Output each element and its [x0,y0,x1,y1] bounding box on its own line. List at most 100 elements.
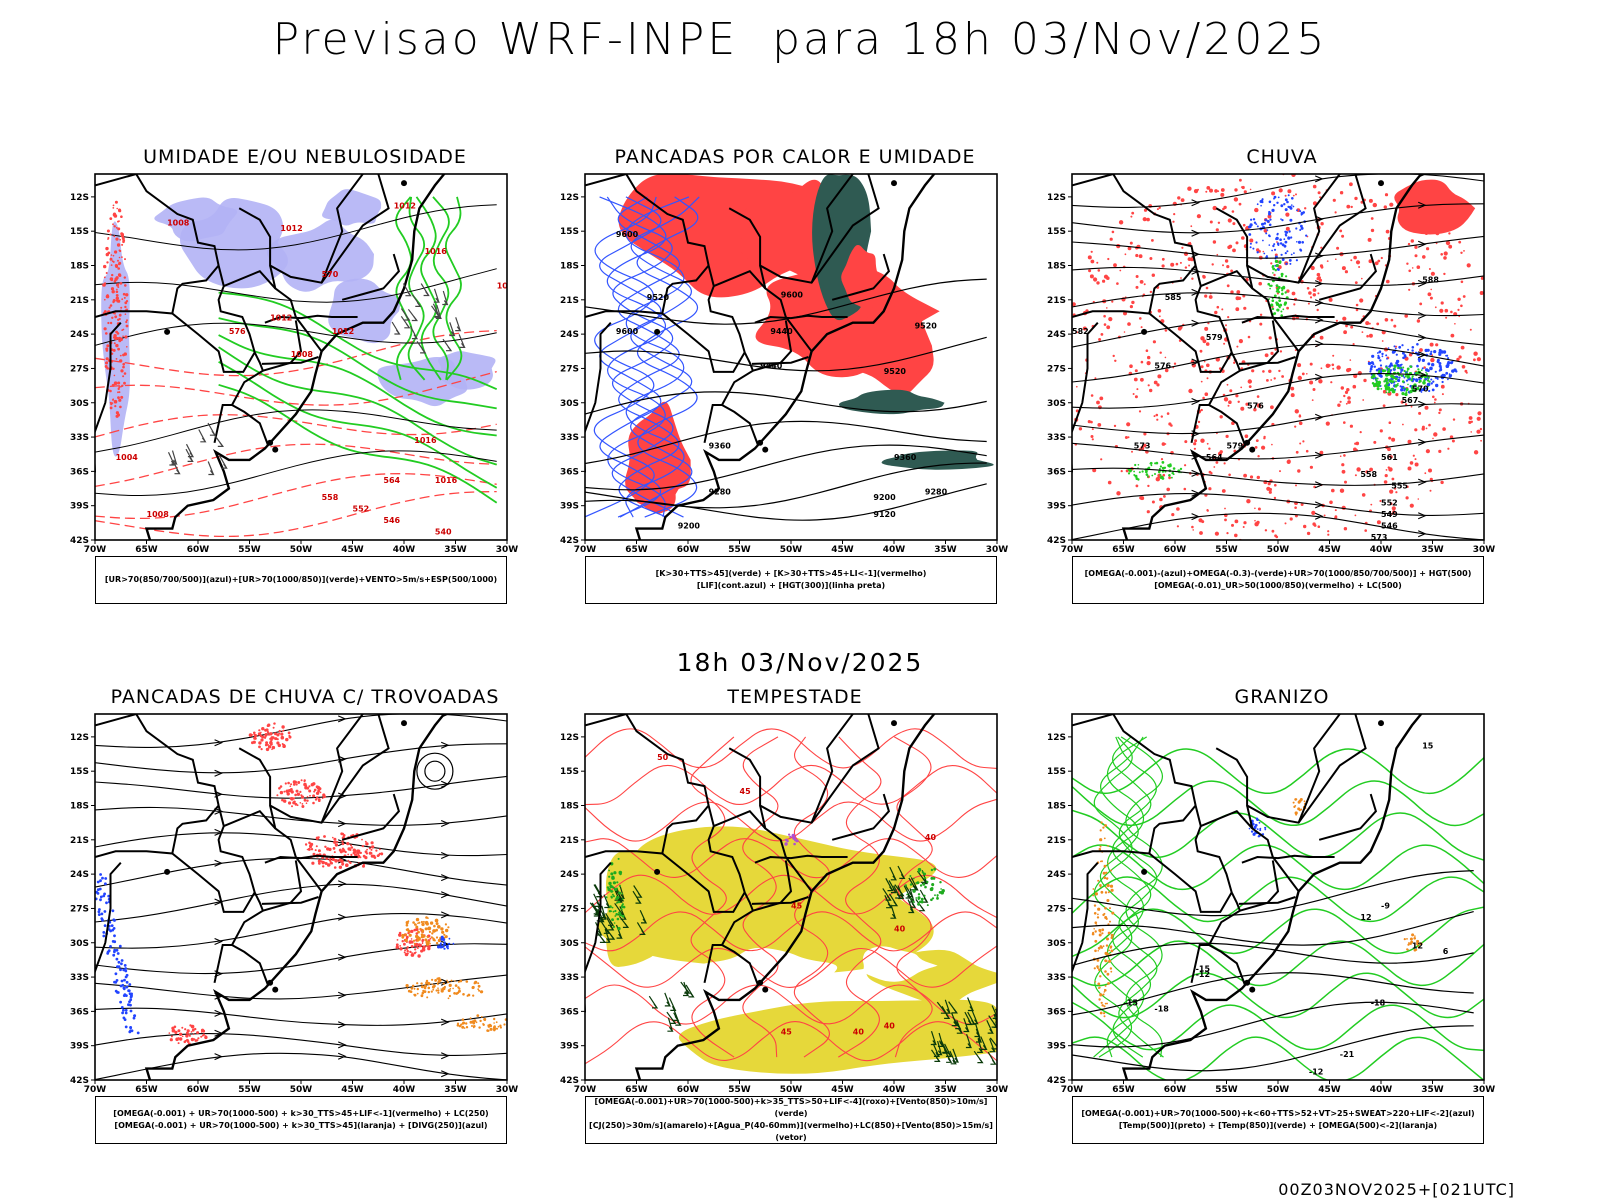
contour-label: 585 [1165,293,1182,302]
contour-label: 552 [353,504,370,513]
wind-vector-head [420,348,427,354]
contour-label: 9600 [781,291,804,300]
legend-line: [OMEGA(-0.01)_UR>50(1000/850)(vermelho) … [1154,581,1402,590]
wind-vector-head [956,1028,963,1034]
k-index-area [881,450,994,470]
border [759,805,813,892]
lat-tick-label: 36S [1047,1007,1066,1017]
wind-vector-head [174,469,181,475]
map-frame [94,173,508,541]
wind-vector [996,1031,997,1032]
panel-title: GRANIZO [1234,686,1330,708]
streamline-arrow [440,819,450,828]
mid-title: 18h 03/Nov/2025 [676,648,924,677]
border [1072,714,1246,986]
jet-area [678,999,997,1074]
legend-line: [OMEGA(-0.001)-(azul)+OMEGA(-0.3)-(verde… [1084,569,1472,578]
coastline [144,714,446,1080]
wind-vector-head [622,923,630,928]
lat-tick-label: 33S [560,973,579,983]
streamline-arrow [214,769,223,777]
wind-vector-head [885,895,892,901]
temp850-contour [1093,736,1133,1058]
green-contour [218,346,497,466]
streamline-arrow [1314,413,1324,421]
lon-tick-label: 60W [187,545,210,555]
border [585,310,746,373]
streamline-arrow [440,780,450,788]
map-base [585,174,936,540]
wind-vector-head [616,933,623,939]
legend-line: [LIF](cont.azul) + [HGT(300)](linha pret… [696,581,886,590]
contour-label: -15 [1196,964,1211,973]
green-contour [218,334,497,437]
temp850-contour [1072,780,1484,827]
border [341,253,401,301]
border [703,944,722,984]
temp850-contour [1072,1036,1484,1080]
panel-title: PANCADAS DE CHUVA C/ TROVOADAS [110,686,500,708]
water-contour [838,736,882,1058]
wind-vector-head [1003,1023,1008,1027]
streamline [95,883,507,923]
lat-tick-label: 21S [1047,296,1066,306]
contour-line [1072,972,1474,1016]
contour-line [95,322,497,346]
border [1215,714,1367,824]
border [95,174,269,446]
streamline [95,974,507,1000]
wind-vector-head [945,1052,953,1057]
lake [272,986,279,993]
contour-label: 1008 [291,350,314,359]
map: 12S 15S 18S 21S 24S 27S 30S 33S 36S 39S 42S 70W 65W 6… [55,713,555,1095]
streamline-arrow [337,953,347,961]
wind-vector [601,905,607,920]
water-contour [585,911,997,952]
lif-contour [606,196,684,518]
wind-vector-head [596,930,603,936]
contour-label: 555 [1391,482,1408,491]
wind-vector-head [609,934,616,940]
border [238,714,390,824]
streamline-arrow [214,1009,223,1017]
streamline-arrow [1191,319,1200,327]
border [1190,944,1209,984]
border [752,860,793,912]
border [1072,174,1246,446]
border [1072,850,1233,913]
lon-tick-label: 30W [986,545,1009,555]
wind-vector-head [930,1040,937,1046]
temp850-contour [1072,972,1484,1019]
lon-tick-label: 65W [625,1085,648,1095]
lat-tick-label: 24S [70,330,89,340]
lon-tick-label: 65W [625,545,648,555]
map-base [1072,174,1423,540]
lat-tick-label: 24S [1047,330,1066,340]
water-contour [894,736,933,1058]
legend-box: [UR>70(850/700/500)](azul)+[UR>70(1000/8… [95,556,507,604]
lif-contour [617,196,680,518]
contour-label: 45 [791,901,803,910]
wind-vector-head [944,1008,951,1014]
wind-vector-head [951,1008,958,1014]
streamline-arrow [1417,240,1427,248]
wind-vector [449,322,455,336]
streamline-arrow [440,1070,450,1078]
lon-tick-label: 55W [1215,545,1238,555]
border [1148,804,1197,854]
map: 15 12 12 6 -9 -12 -15 -18 -21 -12 -15 -18 12S 15S 18S 2… [1032,713,1532,1095]
vortex [424,760,446,782]
contour-label: 15 [1422,741,1434,750]
thermal-area [755,266,940,378]
streamline-arrow [1417,478,1427,486]
map-frame [1071,713,1485,1081]
green-contour [218,383,498,504]
contour-label: 12 [1360,913,1371,922]
contour-label: 576 [229,327,246,336]
contour-line [1072,870,1474,917]
border [1238,356,1296,365]
contour-label: 582 [1072,327,1089,336]
streamline [95,806,507,826]
streamline-arrow [1314,280,1324,288]
streamline-arrow [1417,351,1427,359]
